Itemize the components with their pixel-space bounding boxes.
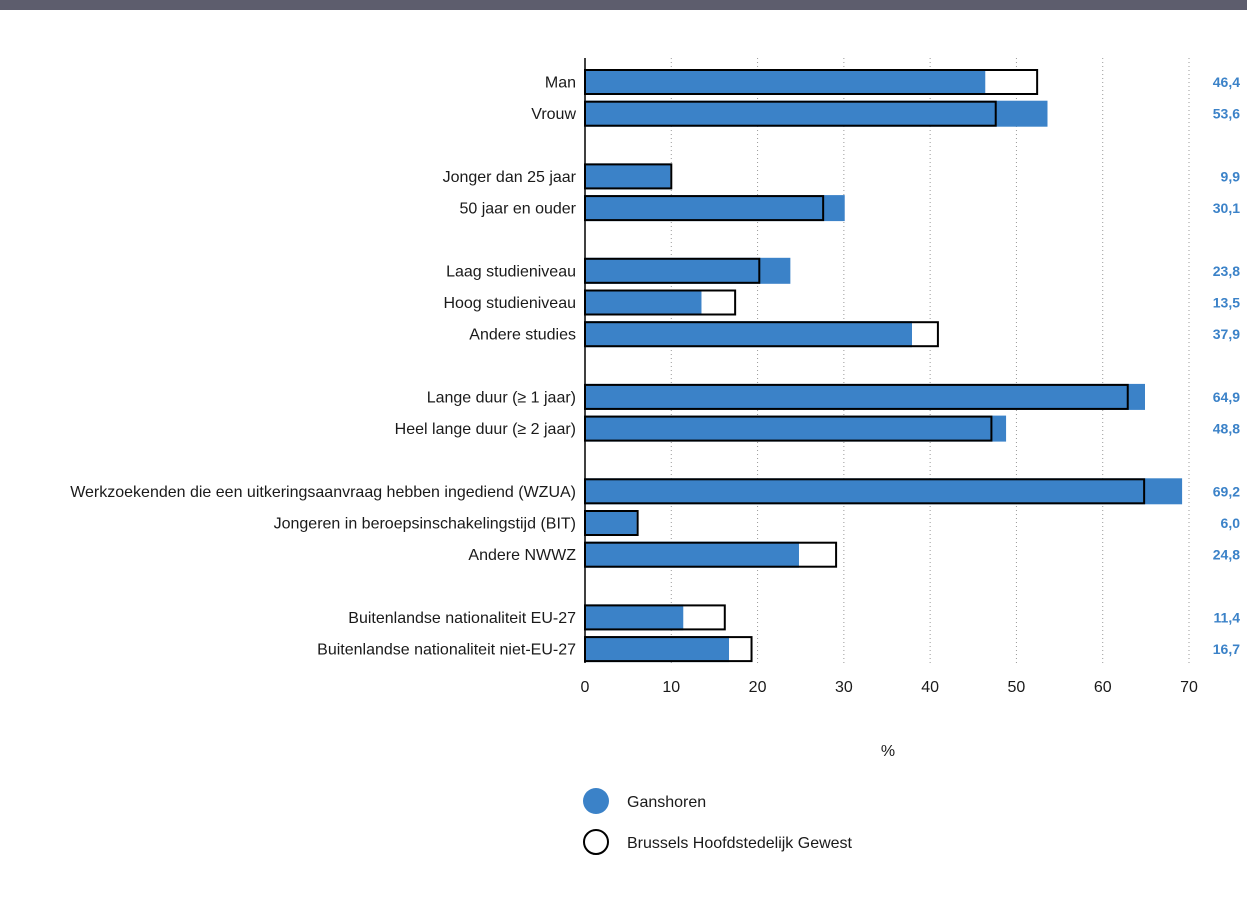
bar-brussels-fill-0 xyxy=(985,69,1038,95)
bar-ganshoren-12 xyxy=(585,604,684,631)
legend-swatch-brussels xyxy=(583,829,609,855)
bar-brussels-fill-5 xyxy=(701,289,736,316)
top-band xyxy=(0,0,1247,10)
x-tick-label-10: 10 xyxy=(662,679,680,696)
value-label-7: 64,9 xyxy=(1213,389,1240,405)
category-label-1: Vrouw xyxy=(531,106,576,123)
x-axis-title: % xyxy=(881,743,895,760)
category-labels: Man Vrouw Jonger dan 25 jaar 50 jaar en oud… xyxy=(70,75,576,659)
value-label-11: 24,8 xyxy=(1213,547,1240,563)
value-label-3: 30,1 xyxy=(1213,200,1240,216)
x-tick-label-0: 0 xyxy=(581,679,590,696)
bar-brussels-fill-6 xyxy=(912,321,938,348)
legend-swatch-ganshoren xyxy=(583,788,609,814)
bar-ganshoren-9 xyxy=(585,478,1183,505)
category-label-5: Hoog studieniveau xyxy=(443,295,576,312)
bar-ganshoren-13 xyxy=(585,636,730,663)
bar-ganshoren-3 xyxy=(585,195,845,222)
x-tick-label-60: 60 xyxy=(1094,679,1112,696)
category-label-3: 50 jaar en ouder xyxy=(459,201,576,218)
x-tick-label-50: 50 xyxy=(1008,679,1026,696)
bar-brussels-fill-11 xyxy=(798,541,837,568)
bar-ganshoren-10 xyxy=(585,510,637,536)
bar-ganshoren-1 xyxy=(585,100,1048,127)
category-label-9: Werkzoekenden die een uitkeringsaanvraag… xyxy=(70,484,576,501)
bar-ganshoren-0 xyxy=(585,69,986,95)
bar-ganshoren-2 xyxy=(585,163,671,190)
value-label-1: 53,6 xyxy=(1213,106,1240,122)
bar-ganshoren-5 xyxy=(585,289,702,316)
legend: Ganshoren Brussels Hoofdstedelijk Gewest xyxy=(583,788,853,855)
category-label-8: Heel lange duur (≥ 2 jaar) xyxy=(395,421,576,438)
category-label-6: Andere studies xyxy=(469,327,576,344)
bar-ganshoren-7 xyxy=(585,383,1145,410)
bar-ganshoren-6 xyxy=(585,321,913,348)
category-label-0: Man xyxy=(545,75,576,92)
value-label-4: 23,8 xyxy=(1213,263,1240,279)
value-label-2: 9,9 xyxy=(1221,168,1241,184)
value-label-12: 11,4 xyxy=(1214,609,1241,625)
category-label-10: Jongeren in beroepsinschakelingstijd (BI… xyxy=(274,516,576,533)
legend-label-ganshoren: Ganshoren xyxy=(627,794,706,811)
bars xyxy=(584,69,1183,663)
bar-ganshoren-4 xyxy=(585,257,791,284)
bar-ganshoren-11 xyxy=(585,541,799,568)
gridlines xyxy=(670,58,1190,663)
category-label-11: Andere NWWZ xyxy=(468,547,576,564)
category-label-2: Jonger dan 25 jaar xyxy=(443,169,577,186)
value-label-10: 6,0 xyxy=(1221,515,1241,531)
value-label-8: 48,8 xyxy=(1213,421,1240,437)
value-label-0: 46,4 xyxy=(1213,74,1240,90)
value-labels: 46,4 53,6 9,9 30,1 23,8 13,5 37,9 64,9 48,8 69,2 6… xyxy=(1213,74,1240,657)
x-tick-label-20: 20 xyxy=(749,679,767,696)
bar-brussels-fill-12 xyxy=(683,604,725,631)
category-label-7: Lange duur (≥ 1 jaar) xyxy=(427,389,576,406)
value-label-6: 37,9 xyxy=(1213,326,1240,342)
legend-label-brussels: Brussels Hoofdstedelijk Gewest xyxy=(627,835,853,852)
value-label-9: 69,2 xyxy=(1213,483,1240,499)
x-tick-label-40: 40 xyxy=(921,679,939,696)
bar-brussels-fill-13 xyxy=(729,636,752,663)
category-label-12: Buitenlandse nationaliteit EU-27 xyxy=(348,610,576,627)
value-label-5: 13,5 xyxy=(1213,295,1240,311)
category-label-13: Buitenlandse nationaliteit niet-EU-27 xyxy=(317,642,576,659)
x-tick-label-30: 30 xyxy=(835,679,853,696)
x-tick-label-70: 70 xyxy=(1180,679,1198,696)
bar-ganshoren-8 xyxy=(585,415,1007,442)
category-label-4: Laag studieniveau xyxy=(446,263,576,280)
x-axis-ticks: 0 10 20 30 40 50 60 70 xyxy=(581,679,1198,696)
value-label-13: 16,7 xyxy=(1213,641,1240,657)
